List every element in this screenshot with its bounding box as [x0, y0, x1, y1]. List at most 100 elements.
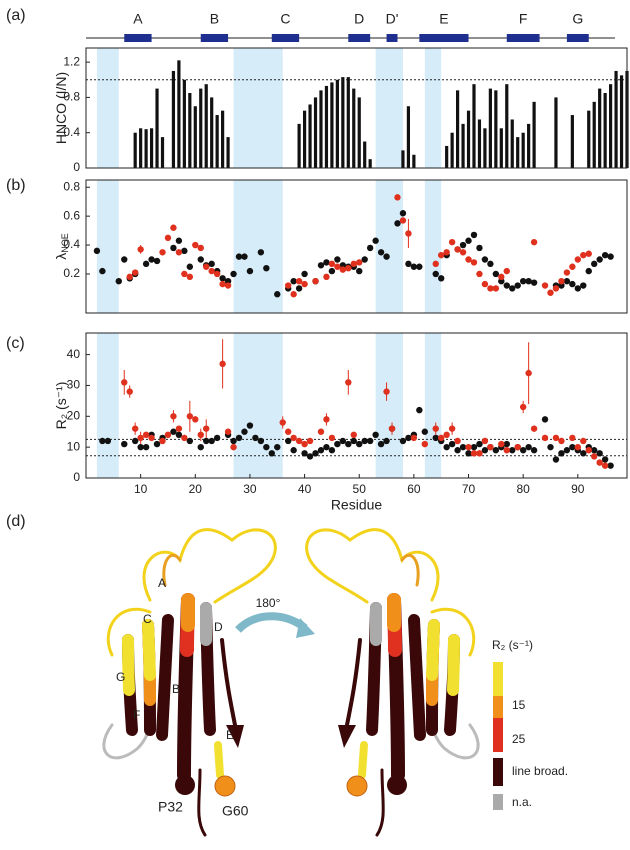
bar	[570, 115, 574, 168]
shaded-region	[375, 180, 403, 313]
shaded-region	[96, 180, 119, 313]
data-point	[284, 428, 292, 435]
y-tick-label: 0.4	[63, 125, 80, 139]
data-point	[356, 267, 363, 275]
data-point	[350, 437, 357, 445]
panel-label: (c)	[6, 335, 25, 352]
data-point	[257, 249, 265, 256]
data-point	[558, 437, 565, 445]
legend-swatch	[493, 758, 503, 786]
shaded-region	[233, 48, 283, 168]
data-point	[170, 224, 177, 231]
data-point	[580, 437, 587, 445]
data-point	[591, 260, 598, 268]
x-tick-label: 70	[462, 482, 476, 496]
bar	[199, 88, 203, 168]
strand-bar	[419, 34, 469, 42]
data-point	[142, 431, 150, 439]
strand-bar	[386, 34, 398, 42]
data-point	[131, 425, 139, 432]
strand-label: B	[210, 11, 219, 27]
data-point	[301, 280, 308, 288]
strand-bar	[348, 34, 371, 42]
data-point	[525, 369, 532, 377]
bar	[357, 97, 361, 168]
data-point	[312, 277, 319, 285]
data-point	[443, 443, 450, 451]
data-point	[476, 440, 483, 448]
bar	[193, 106, 197, 168]
y-tick-label: 20	[67, 408, 81, 422]
y-tick-label: 30	[67, 378, 81, 392]
bar	[226, 137, 230, 168]
data-point	[301, 270, 308, 278]
data-point	[186, 413, 194, 420]
y-axis-label: HNCO (I/N)	[53, 72, 69, 144]
data-point	[492, 447, 500, 454]
data-point	[142, 443, 150, 451]
rotation-arrowhead	[296, 618, 315, 638]
bar	[401, 150, 405, 168]
y-tick-label: 0	[73, 470, 80, 484]
data-point	[459, 249, 467, 256]
data-point	[547, 443, 554, 451]
data-point	[591, 447, 598, 454]
x-tick-label: 90	[571, 482, 585, 496]
data-point	[339, 437, 347, 445]
legend-title: R₂ (s⁻¹)	[492, 638, 533, 652]
x-tick-label: 60	[407, 482, 421, 496]
legend-label: 25	[512, 732, 526, 746]
data-point	[268, 450, 275, 457]
data-point	[93, 247, 101, 255]
bar	[527, 123, 531, 168]
data-point	[350, 431, 357, 439]
strand-label: B	[172, 682, 180, 696]
y-axis-label-text: HNCO (I/N)	[53, 72, 69, 144]
data-point	[153, 257, 161, 265]
data-point	[383, 437, 390, 445]
data-point	[137, 443, 144, 451]
data-point	[290, 277, 297, 285]
y-axis-label: λNOE	[53, 233, 71, 260]
data-point	[284, 437, 292, 445]
data-point	[541, 434, 549, 442]
bar	[368, 159, 372, 168]
strand-label: G	[572, 11, 583, 27]
data-point	[323, 443, 330, 451]
data-point	[459, 443, 467, 451]
data-point	[541, 416, 549, 423]
data-point	[574, 256, 582, 263]
data-point	[115, 277, 122, 285]
strand-label: F	[133, 708, 140, 722]
data-point	[596, 450, 603, 457]
data-point	[345, 440, 352, 448]
data-point	[197, 443, 204, 451]
data-point	[121, 440, 128, 448]
y-tick-label: 0.8	[63, 90, 80, 104]
bar	[466, 110, 471, 168]
data-point	[438, 434, 445, 442]
data-point	[99, 267, 106, 275]
data-point	[558, 450, 565, 457]
data-point	[405, 434, 412, 442]
y-tick-label: 10	[67, 439, 81, 453]
strand-bar	[566, 34, 589, 42]
legend-swatch	[493, 662, 503, 696]
data-point	[530, 447, 538, 454]
data-point	[383, 253, 390, 260]
residue-label: P32	[158, 799, 183, 815]
data-point	[328, 434, 336, 442]
bar	[341, 77, 345, 168]
strand-label: A	[133, 11, 143, 27]
data-point	[290, 447, 297, 454]
strand-label: D	[214, 620, 223, 634]
data-point	[274, 291, 281, 298]
data-point	[164, 234, 172, 242]
data-point	[295, 285, 303, 292]
data-point	[487, 285, 494, 292]
data-point	[372, 431, 379, 439]
data-point	[131, 437, 139, 445]
data-point	[503, 267, 510, 275]
data-point	[569, 434, 576, 442]
data-point	[372, 237, 379, 244]
